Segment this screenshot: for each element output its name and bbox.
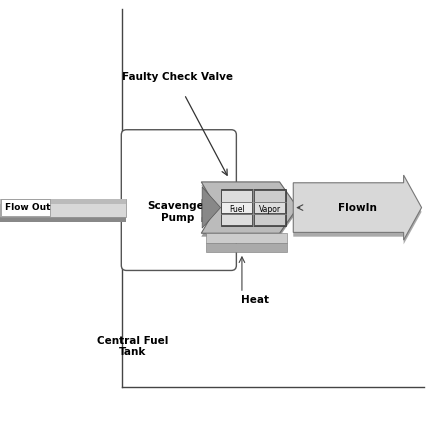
Bar xyxy=(205,233,287,243)
Bar xyxy=(222,214,253,225)
Bar xyxy=(201,199,231,217)
Bar xyxy=(0,199,126,217)
Text: Fuel: Fuel xyxy=(229,205,245,214)
Bar xyxy=(222,203,253,213)
Polygon shape xyxy=(202,187,220,228)
Text: Central Fuel
Tank: Central Fuel Tank xyxy=(97,336,169,357)
Polygon shape xyxy=(293,175,422,240)
Text: Faulty Check Valve: Faulty Check Valve xyxy=(122,72,233,82)
Bar xyxy=(255,203,285,213)
Bar xyxy=(1,199,51,216)
FancyBboxPatch shape xyxy=(121,130,236,270)
Bar xyxy=(0,199,126,204)
Text: FlowIn: FlowIn xyxy=(338,202,377,213)
Polygon shape xyxy=(293,179,422,244)
Bar xyxy=(201,217,231,222)
Bar xyxy=(0,217,126,222)
Text: Vapor: Vapor xyxy=(259,205,281,214)
Bar xyxy=(220,189,286,226)
Text: Flow Out: Flow Out xyxy=(5,203,51,212)
Polygon shape xyxy=(201,185,297,237)
Bar xyxy=(205,243,287,252)
Text: Heat: Heat xyxy=(241,294,269,305)
Text: Scavenger
Pump: Scavenger Pump xyxy=(147,201,209,223)
Polygon shape xyxy=(201,182,297,233)
Bar xyxy=(255,191,285,202)
Bar xyxy=(222,191,253,202)
Bar xyxy=(255,214,285,225)
